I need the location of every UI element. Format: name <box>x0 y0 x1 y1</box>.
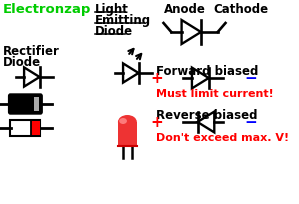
FancyBboxPatch shape <box>9 94 42 114</box>
Text: Cathode: Cathode <box>213 3 269 16</box>
Text: −: − <box>244 115 257 130</box>
Bar <box>10 120 40 136</box>
Text: Forward biased: Forward biased <box>156 65 258 78</box>
Text: Diode: Diode <box>3 56 41 69</box>
Text: Diode: Diode <box>95 25 133 38</box>
Text: +: + <box>150 115 163 130</box>
Bar <box>118 122 137 146</box>
Text: Must limit current!: Must limit current! <box>156 89 274 99</box>
Text: Emitting: Emitting <box>95 14 151 27</box>
Bar <box>31 121 39 135</box>
Ellipse shape <box>119 118 127 124</box>
Text: −: − <box>244 71 257 86</box>
Text: Don't exceed max. V!: Don't exceed max. V! <box>156 132 289 142</box>
Bar <box>34 98 39 111</box>
Text: +: + <box>150 71 163 86</box>
Text: Reverse biased: Reverse biased <box>156 109 257 121</box>
Text: Electronzap: Electronzap <box>3 3 91 16</box>
Text: Light: Light <box>95 3 129 16</box>
Text: Rectifier: Rectifier <box>3 45 60 58</box>
Text: Anode: Anode <box>164 3 205 16</box>
Ellipse shape <box>118 115 137 129</box>
